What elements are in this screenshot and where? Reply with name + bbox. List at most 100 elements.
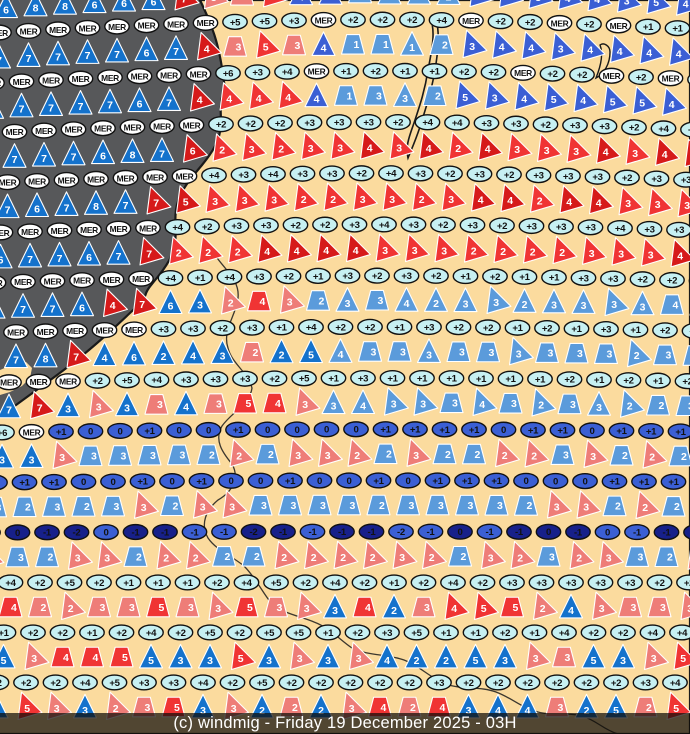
svg-text:3: 3 [412,245,418,257]
svg-text:+2: +2 [418,578,428,589]
svg-text:+3: +3 [247,323,257,334]
svg-text:4: 4 [256,93,262,105]
svg-text:7: 7 [19,104,25,116]
svg-text:7: 7 [12,154,18,166]
svg-text:3: 3 [459,347,465,359]
svg-text:+2: +2 [359,578,369,589]
svg-text:+2: +2 [269,374,279,385]
svg-text:+5: +5 [259,16,270,27]
svg-text:4: 4 [596,197,602,209]
svg-text:3: 3 [277,602,283,614]
svg-text:2: 2 [278,143,284,155]
svg-text:4: 4 [580,95,586,107]
svg-text:+4: +4 [146,628,157,639]
svg-text:+2: +2 [92,376,102,387]
svg-text:+1: +1 [469,425,480,436]
svg-text:+2: +2 [540,120,550,131]
svg-text:+2: +2 [286,678,296,689]
svg-text:+1: +1 [195,273,206,284]
svg-text:2: 2 [281,552,287,564]
svg-text:4: 4 [275,398,281,410]
svg-text:MER: MER [462,16,480,26]
svg-text:+1: +1 [462,476,473,487]
svg-text:0: 0 [176,426,181,437]
svg-text:3: 3 [236,41,242,53]
svg-text:3: 3 [535,0,541,4]
svg-text:+4: +4 [172,222,183,233]
svg-text:3: 3 [620,655,626,667]
svg-text:+1: +1 [675,427,686,438]
svg-text:6: 6 [0,255,4,267]
svg-text:7: 7 [41,153,47,165]
svg-text:2: 2 [136,551,142,563]
svg-text:7: 7 [116,251,122,263]
svg-text:3: 3 [581,300,587,312]
svg-text:MER: MER [79,23,97,33]
svg-text:3: 3 [583,502,589,514]
svg-text:7: 7 [64,202,70,214]
svg-text:+4: +4 [151,375,162,386]
svg-text:MER: MER [80,225,98,235]
svg-text:3: 3 [325,655,331,667]
svg-text:+2: +2 [459,67,469,78]
svg-text:2: 2 [443,655,449,667]
svg-text:4: 4 [110,300,116,312]
svg-text:2: 2 [414,655,420,667]
svg-text:3: 3 [180,450,186,462]
svg-text:6: 6 [79,302,85,314]
svg-text:3: 3 [129,602,135,614]
svg-text:3: 3 [570,399,576,411]
svg-text:4: 4 [587,45,593,57]
svg-text:+2: +2 [584,20,594,31]
svg-text:MER: MER [190,69,208,79]
svg-text:+3: +3 [401,271,411,282]
svg-text:+3: +3 [578,273,588,284]
svg-text:3: 3 [606,553,612,565]
svg-text:2: 2 [311,552,317,564]
svg-text:2: 2 [173,501,179,513]
svg-text:4: 4 [365,602,371,614]
svg-text:3: 3 [75,553,81,565]
svg-text:0: 0 [353,425,358,436]
svg-text:+2: +2 [667,275,677,286]
svg-text:3: 3 [249,144,255,156]
svg-text:-1: -1 [427,527,436,538]
svg-text:3: 3 [441,245,447,257]
svg-text:+2: +2 [316,678,326,689]
svg-text:6: 6 [100,150,106,162]
svg-text:2: 2 [319,295,325,307]
svg-text:3: 3 [426,349,432,361]
svg-text:3: 3 [554,501,560,513]
svg-text:+2: +2 [611,678,621,689]
svg-text:+2: +2 [377,15,387,26]
svg-text:3: 3 [502,655,508,667]
svg-text:7: 7 [26,53,32,65]
svg-text:+4: +4 [647,628,658,639]
svg-text:3: 3 [399,552,405,564]
svg-text:7: 7 [173,46,179,58]
svg-text:3: 3 [389,194,395,206]
svg-text:3: 3 [220,350,226,362]
svg-text:+1: +1 [571,324,582,335]
svg-text:+2: +2 [212,578,222,589]
svg-text:+3: +3 [181,375,191,386]
svg-text:+2: +2 [234,628,244,639]
svg-text:4: 4 [568,605,574,617]
svg-text:+2: +2 [682,377,690,388]
svg-text:6: 6 [3,4,9,16]
svg-text:MER: MER [551,18,569,28]
svg-text:5: 5 [1,655,7,667]
svg-text:+2: +2 [175,628,185,639]
svg-text:+1: +1 [400,66,411,77]
svg-text:-1: -1 [220,527,229,538]
svg-text:3: 3 [337,143,343,155]
svg-text:6: 6 [144,47,150,59]
svg-text:0: 0 [265,425,270,436]
svg-text:2: 2 [68,603,74,615]
svg-text:2: 2 [41,602,47,614]
svg-text:+2: +2 [300,578,310,589]
svg-text:8: 8 [33,3,39,15]
svg-text:+3: +3 [382,628,392,639]
svg-text:3: 3 [291,500,297,512]
svg-text:-1: -1 [338,527,347,538]
